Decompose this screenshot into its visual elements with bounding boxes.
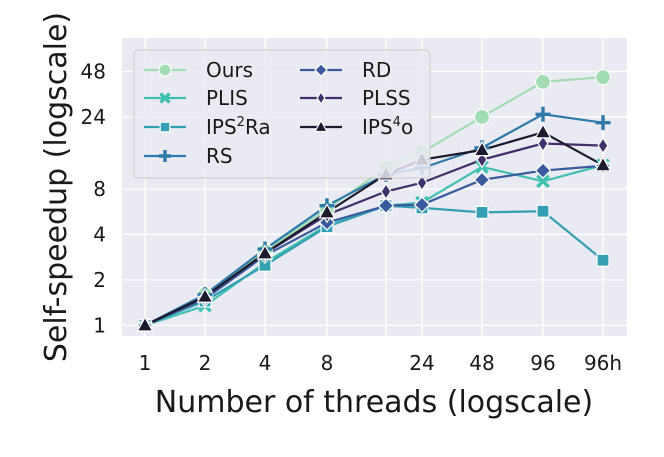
data-point-ours bbox=[534, 73, 552, 90]
data-point-ips4o bbox=[594, 156, 612, 172]
legend-label: IPS4o bbox=[362, 115, 413, 139]
data-point-rd bbox=[377, 197, 395, 215]
legend: Ours PLIS IPS2Ra RS RD PLSS IPS4o bbox=[133, 49, 431, 179]
data-point-rd bbox=[473, 171, 491, 189]
legend-item-rs: RS bbox=[144, 144, 233, 168]
legend-box bbox=[133, 49, 431, 179]
data-point-ours bbox=[594, 69, 612, 86]
data-point-plss bbox=[416, 174, 428, 192]
data-point-ours bbox=[473, 108, 491, 126]
legend-label: PLIS bbox=[206, 86, 248, 110]
y-tick-label: 2 bbox=[93, 268, 106, 292]
legend-item-plss: PLSS bbox=[300, 86, 411, 110]
data-point-plis bbox=[536, 174, 550, 189]
y-tick-label: 8 bbox=[93, 177, 106, 201]
data-point-ips4o bbox=[318, 203, 336, 219]
data-point-ips4o bbox=[473, 140, 491, 157]
y-axis-label: Self-speedup (logscale) bbox=[39, 12, 74, 362]
data-point-rd bbox=[413, 196, 431, 214]
data-point-ips2ra bbox=[475, 205, 489, 219]
legend-item-ips4o: IPS4o bbox=[300, 115, 413, 139]
x-tick-label: 48 bbox=[469, 351, 494, 375]
data-point-ips4o bbox=[534, 123, 552, 139]
legend-marker bbox=[314, 63, 328, 77]
legend-marker bbox=[159, 92, 171, 104]
legend-label: RD bbox=[362, 58, 391, 82]
y-tick-label: 4 bbox=[93, 222, 106, 246]
data-point-ips2ra bbox=[596, 253, 610, 267]
data-point-ips4o bbox=[196, 287, 214, 303]
x-tick-label: 96 bbox=[530, 351, 555, 375]
x-tick-label: 4 bbox=[259, 351, 272, 375]
data-point-plss bbox=[380, 182, 392, 201]
x-axis-label: Number of threads (logscale) bbox=[155, 385, 593, 420]
legend-label: IPS2Ra bbox=[206, 115, 271, 139]
data-point-ips4o bbox=[136, 316, 154, 332]
data-point-rs bbox=[595, 115, 611, 131]
x-tick-label: 1 bbox=[139, 351, 152, 375]
legend-item-rd: RD bbox=[300, 58, 391, 82]
data-point-ips2ra bbox=[536, 204, 550, 218]
legend-marker bbox=[159, 121, 171, 133]
x-tick-label: 2 bbox=[199, 351, 212, 375]
legend-item-ours: Ours bbox=[144, 58, 253, 82]
legend-label: Ours bbox=[206, 58, 253, 82]
legend-marker bbox=[158, 63, 172, 77]
y-tick-label: 1 bbox=[93, 313, 106, 337]
data-point-rs bbox=[535, 106, 551, 122]
legend-marker bbox=[159, 150, 171, 162]
x-tick-label: 24 bbox=[409, 351, 434, 375]
data-point-ips4o bbox=[256, 244, 274, 260]
x-tick-label: 8 bbox=[321, 351, 334, 375]
data-point-plss bbox=[537, 134, 549, 153]
legend-label: PLSS bbox=[362, 86, 411, 110]
y-tick-label: 24 bbox=[81, 105, 106, 129]
legend-item-plis: PLIS bbox=[144, 86, 248, 110]
legend-item-ips2ra: IPS2Ra bbox=[144, 115, 271, 139]
legend-marker bbox=[313, 119, 329, 133]
x-tick-label: 96h bbox=[584, 351, 622, 375]
y-tick-label: 48 bbox=[81, 59, 106, 83]
x-tick-labels: 1 2 4 8 24 48 96 96h bbox=[139, 351, 622, 375]
data-point-plss bbox=[597, 137, 609, 155]
legend-label: RS bbox=[206, 144, 233, 168]
data-point-rd bbox=[534, 162, 552, 179]
legend-marker bbox=[316, 90, 326, 106]
